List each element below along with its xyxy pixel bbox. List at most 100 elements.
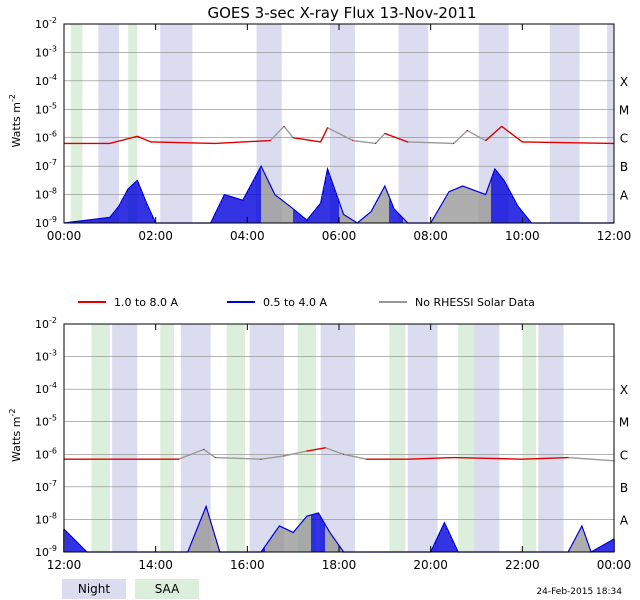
flare-class-label: M bbox=[619, 416, 629, 430]
y-axis-label: Watts m-2 bbox=[8, 94, 23, 147]
series-long-segment bbox=[260, 455, 285, 460]
series-long-segment bbox=[453, 130, 468, 144]
night-band bbox=[112, 324, 138, 552]
series-long-segment bbox=[407, 456, 454, 460]
series-long-segment bbox=[501, 125, 523, 143]
x-tick-label: 12:00 bbox=[47, 558, 82, 572]
series-long-segment bbox=[283, 125, 294, 139]
flare-class-label: M bbox=[619, 103, 629, 117]
legend-label: No RHESSI Solar Data bbox=[415, 296, 535, 309]
series-long-point bbox=[485, 139, 487, 142]
saa-band bbox=[389, 324, 406, 552]
saa-band bbox=[226, 324, 246, 552]
series-long-point bbox=[306, 450, 308, 452]
series-short-line bbox=[63, 164, 614, 224]
series-long-point bbox=[452, 456, 455, 459]
series-long-point bbox=[136, 135, 138, 137]
series-long-point bbox=[326, 127, 329, 129]
flare-class-label: B bbox=[620, 160, 628, 174]
series-long-point bbox=[292, 137, 294, 139]
series-long-point bbox=[452, 142, 455, 144]
flare-class-label: C bbox=[620, 132, 628, 146]
y-tick-label: 10-4 bbox=[35, 381, 57, 396]
y-tick-label: 10-9 bbox=[35, 544, 57, 559]
y-tick-label: 10-2 bbox=[35, 16, 57, 31]
x-tick-label: 12:00 bbox=[597, 229, 632, 243]
x-tick-label: 04:00 bbox=[230, 229, 265, 243]
flare-class-label: X bbox=[620, 75, 628, 89]
y-tick-label: 10-3 bbox=[35, 349, 57, 364]
saa-band bbox=[91, 324, 110, 552]
x-tick-label: 14:00 bbox=[138, 558, 173, 572]
series-long-segment bbox=[306, 447, 326, 452]
night-band bbox=[407, 324, 438, 552]
series-long-point bbox=[375, 142, 377, 144]
series-legend: 1.0 to 8.0 A 0.5 to 4.0 A No RHESSI Solar … bbox=[78, 296, 535, 309]
series-long-segment bbox=[137, 135, 152, 143]
x-tick-label: 22:00 bbox=[505, 558, 540, 572]
series-long-point bbox=[203, 448, 205, 450]
series-long-point bbox=[521, 141, 523, 143]
saa-band bbox=[70, 24, 83, 223]
series-long-point bbox=[324, 447, 326, 449]
saa-band bbox=[128, 24, 138, 223]
saa-band bbox=[160, 324, 174, 552]
x-tick-label: 10:00 bbox=[505, 229, 540, 243]
series-long-segment bbox=[352, 139, 376, 145]
shading-legend: Night SAA bbox=[62, 579, 199, 599]
saa-band bbox=[458, 324, 475, 552]
x-tick-label: 20:00 bbox=[413, 558, 448, 572]
series-long-segment bbox=[320, 127, 329, 143]
y-axis-label: Watts m-2 bbox=[8, 409, 23, 462]
series-long-point bbox=[521, 458, 523, 460]
series-long-point bbox=[407, 141, 409, 143]
series-long-segment bbox=[407, 141, 454, 145]
series-long-segment bbox=[151, 141, 216, 145]
y-tick-label: 10-8 bbox=[35, 511, 57, 526]
series-long-segment bbox=[485, 125, 503, 142]
series-long-segment bbox=[327, 127, 354, 142]
y-tick-label: 10-6 bbox=[35, 130, 57, 145]
timestamp: 24-Feb-2015 18:34 bbox=[536, 587, 622, 597]
series-long-point bbox=[407, 458, 409, 460]
series-long-point bbox=[150, 141, 152, 143]
series-long-point bbox=[466, 130, 468, 132]
series-long-point bbox=[567, 456, 569, 459]
series-long-segment bbox=[293, 137, 321, 143]
series-long-point bbox=[269, 139, 271, 142]
shade-label: SAA bbox=[155, 582, 180, 596]
series-long-segment bbox=[109, 135, 138, 145]
series-long-segment bbox=[522, 456, 569, 460]
series-long-point bbox=[109, 142, 111, 144]
y-tick-label: 10-7 bbox=[35, 479, 57, 494]
night-band bbox=[320, 324, 356, 552]
series-long-segment bbox=[522, 141, 615, 145]
night-band bbox=[249, 324, 284, 552]
night-band bbox=[471, 324, 500, 552]
series-long-segment bbox=[384, 132, 408, 143]
series-long-segment bbox=[466, 129, 487, 142]
series-long-point bbox=[214, 142, 216, 144]
series-long-segment bbox=[375, 132, 386, 144]
series-long-segment bbox=[343, 453, 367, 460]
series-long-point bbox=[320, 141, 322, 143]
flare-class-label: B bbox=[620, 481, 628, 495]
series-long-point bbox=[283, 125, 285, 127]
series-long-point bbox=[283, 455, 285, 457]
series-long-point bbox=[384, 132, 386, 135]
saa-band bbox=[522, 324, 537, 552]
series-long-point bbox=[365, 458, 368, 460]
night-band bbox=[98, 24, 119, 223]
x-tick-label: 00:00 bbox=[597, 558, 632, 572]
flare-class-label: X bbox=[620, 383, 628, 397]
night-band bbox=[398, 24, 429, 223]
series-long-point bbox=[260, 458, 262, 460]
series-long-point bbox=[352, 139, 354, 142]
panel-bottom: 10-2 10-3 10-4 10-5 10-6 10-7 10-8 10-9 X M C B A Wat… bbox=[8, 316, 631, 572]
series-long-segment bbox=[203, 448, 216, 459]
x-tick-label: 18:00 bbox=[322, 558, 357, 572]
flare-class-label: C bbox=[620, 448, 628, 462]
x-tick-label: 16:00 bbox=[230, 558, 265, 572]
shade-label: Night bbox=[78, 582, 111, 596]
